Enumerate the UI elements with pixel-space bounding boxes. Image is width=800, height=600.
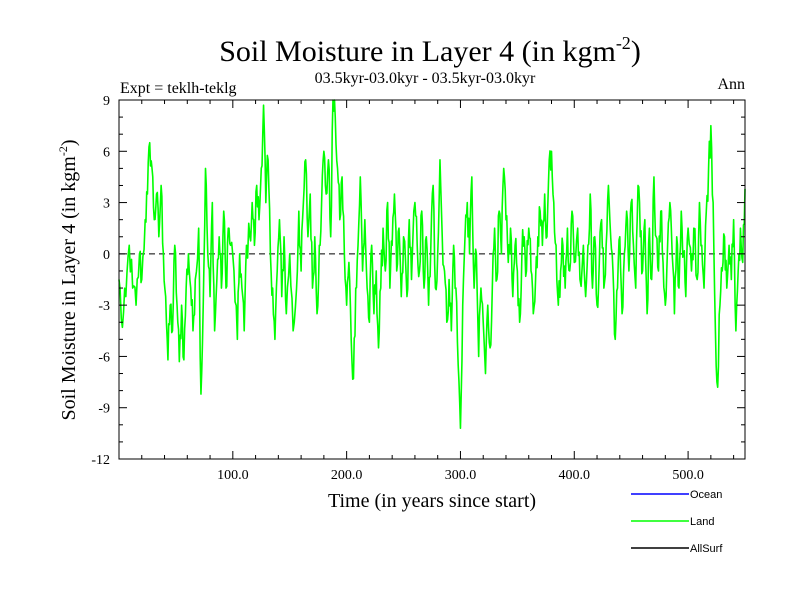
legend: Ocean Land AllSurf [631,489,723,555]
plot-frame [118,99,746,460]
x-tick-label: 500.0 [672,468,704,483]
y-tick-label: 9 [103,94,110,109]
y-tick-label: -3 [98,299,110,314]
legend-label-ocean: Ocean [690,489,722,501]
x-tick-label: 100.0 [217,468,249,483]
legend-label-allsurf: AllSurf [690,543,723,555]
chart-subtitle: 03.5kyr-03.0kyr - 03.5kyr-03.0kyr [315,70,536,87]
y-tick-label: 3 [103,197,110,212]
chart-title: Soil Moisture in Layer 4 (in kgm-2) [219,33,641,68]
expt-label: Expt = teklh-teklg [120,80,237,97]
legend-label-land: Land [690,516,714,528]
x-tick-label: 300.0 [445,468,477,483]
x-axis-label: Time (in years since start) [328,490,536,512]
x-tick-label: 200.0 [331,468,363,483]
y-tick-label: 0 [103,248,110,263]
y-tick-label: 6 [103,145,110,160]
x-tick-label: 400.0 [559,468,591,483]
plot-data-layer [118,99,746,430]
y-tick-label: -12 [91,453,110,468]
y-axis-label: Soil Moisture in Layer 4 (in kgm-2) [56,139,80,420]
series-line-land [118,99,746,430]
y-tick-label: -9 [98,402,110,417]
plot-axes: -12 -9 -6 -3 0 3 6 9 100.0 200.0 300.0 400.0 500.0 [91,94,746,483]
season-label: Ann [717,76,745,93]
y-tick-label: -6 [98,350,110,365]
